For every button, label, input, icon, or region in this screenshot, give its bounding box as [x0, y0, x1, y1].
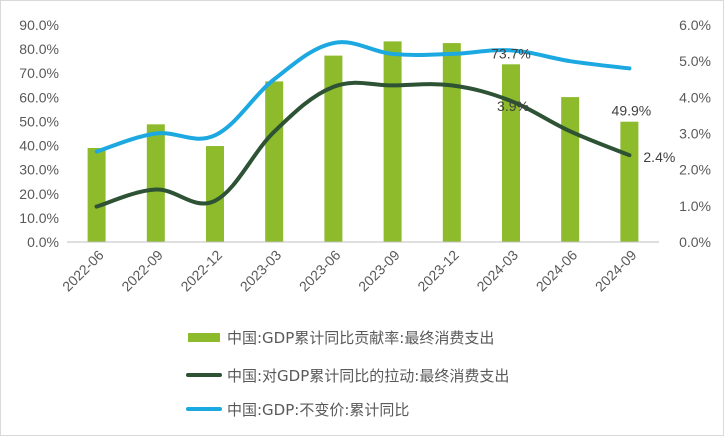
bar	[620, 121, 639, 242]
legend-label-bar: 中国:GDP累计同比贡献率:最终消费支出	[227, 329, 494, 347]
bar	[146, 124, 165, 242]
left-tick-label: 50.0%	[19, 113, 59, 129]
legend: 中国:GDP累计同比贡献率:最终消费支出 中国:对GDP累计同比的拉动:最终消费…	[186, 329, 509, 419]
legend-item-bar: 中国:GDP累计同比贡献率:最终消费支出	[188, 329, 494, 347]
right-axis-ticks: 0.0% 1.0% 2.0% 3.0% 4.0% 5.0% 6.0%	[679, 17, 711, 250]
left-tick-label: 10.0%	[19, 210, 59, 226]
x-tick-label: 2024-09	[592, 247, 640, 295]
bar	[206, 146, 224, 242]
bar	[265, 81, 284, 242]
legend-item-gdp: 中国:GDP:不变价:累计同比	[186, 401, 409, 419]
x-axis-ticks: 2022-06 2022-09 2022-12 2023-03 2023-06 2023-…	[59, 247, 640, 295]
bar	[442, 43, 461, 243]
data-labels: 73.7% 49.9% 3.9% 2.4%	[491, 45, 675, 165]
bar-series	[87, 41, 639, 243]
left-tick-label: 20.0%	[19, 186, 59, 202]
bar	[561, 97, 580, 242]
left-tick-label: 0.0%	[27, 234, 59, 250]
x-tick-label: 2023-06	[296, 247, 344, 295]
x-tick-label: 2023-09	[355, 247, 403, 295]
x-tick-label: 2024-03	[473, 247, 521, 295]
right-tick-label: 3.0%	[679, 126, 711, 142]
x-tick-label: 2022-12	[177, 247, 225, 295]
line-series	[94, 40, 632, 209]
right-tick-label: 2.0%	[679, 162, 711, 178]
left-tick-label: 40.0%	[19, 138, 59, 154]
legend-label-pull: 中国:对GDP累计同比的拉动:最终消费支出	[227, 367, 509, 385]
x-tick-label: 2023-03	[237, 247, 285, 295]
right-tick-label: 0.0%	[679, 234, 711, 250]
right-tick-label: 1.0%	[679, 198, 711, 214]
consumption-pull-line	[94, 80, 632, 209]
left-tick-label: 70.0%	[19, 65, 59, 81]
data-label: 2.4%	[643, 149, 675, 165]
legend-label-gdp: 中国:GDP:不变价:累计同比	[227, 401, 409, 419]
left-tick-label: 30.0%	[19, 162, 59, 178]
x-tick-label: 2023-12	[414, 247, 462, 295]
x-tick-label: 2022-06	[59, 247, 107, 295]
x-tick-label: 2024-06	[533, 247, 581, 295]
right-tick-label: 5.0%	[679, 53, 711, 69]
data-label: 3.9%	[497, 98, 529, 114]
gdp-growth-line	[94, 40, 632, 154]
left-axis-ticks: 0.0% 10.0% 20.0% 30.0% 40.0% 50.0% 60.0% 70.0% 8…	[19, 17, 59, 250]
bar	[87, 147, 106, 242]
right-tick-label: 4.0%	[679, 89, 711, 105]
left-tick-label: 80.0%	[19, 41, 59, 57]
left-tick-label: 90.0%	[19, 17, 59, 33]
bar	[383, 41, 402, 243]
right-tick-label: 6.0%	[679, 17, 711, 33]
bar	[324, 55, 343, 243]
data-label: 73.7%	[491, 45, 531, 61]
legend-swatch-bar	[188, 333, 220, 342]
data-label: 49.9%	[612, 103, 652, 119]
left-tick-label: 60.0%	[19, 89, 59, 105]
legend-item-pull: 中国:对GDP累计同比的拉动:最终消费支出	[186, 367, 509, 385]
x-tick-label: 2022-09	[118, 247, 166, 295]
bar	[502, 64, 520, 242]
